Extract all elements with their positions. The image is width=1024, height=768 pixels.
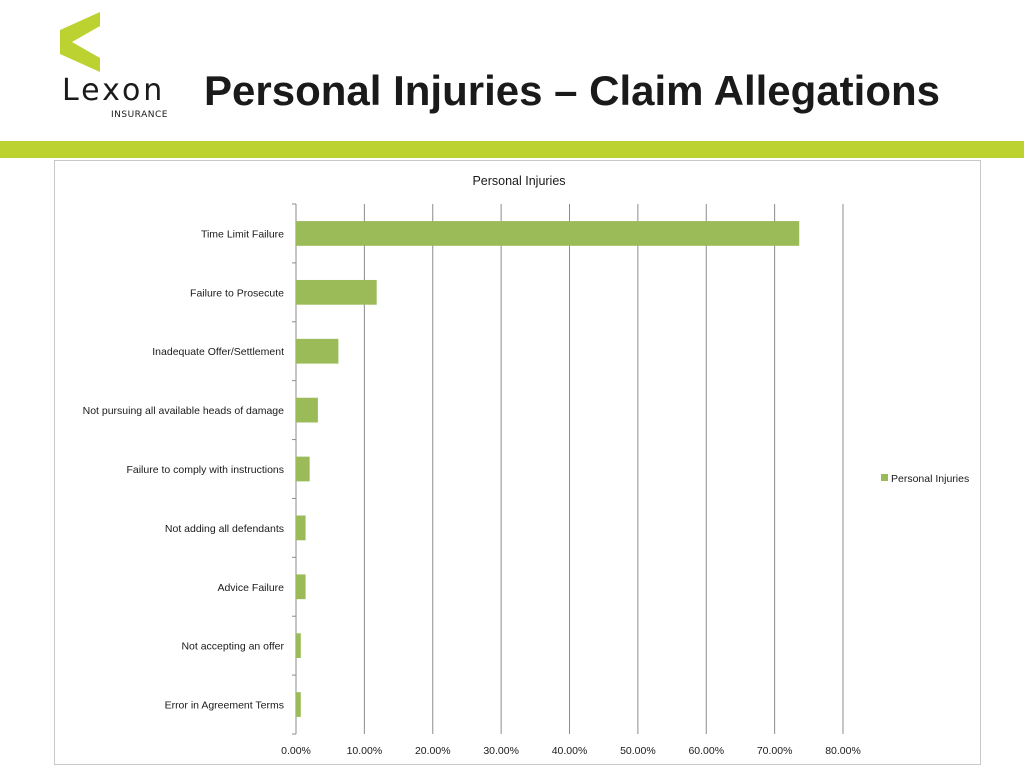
chart-frame: Personal Injuries Time Limit Failure Fail… xyxy=(54,160,981,765)
gridlines xyxy=(363,204,844,734)
bar xyxy=(296,397,318,423)
bar xyxy=(296,279,377,305)
x-tick-label: 20.00% xyxy=(415,745,451,757)
x-tick-label: 30.00% xyxy=(483,745,519,757)
bar xyxy=(296,221,800,246)
category-label: Not accepting an offer xyxy=(181,641,284,653)
bar-chart: Personal Injuries Time Limit Failure Fail… xyxy=(83,174,970,757)
legend-label: Personal Injuries xyxy=(891,473,969,485)
bar xyxy=(296,633,301,659)
lexon-logo-chevron-icon xyxy=(60,12,100,72)
legend: Personal Injuries xyxy=(881,473,969,485)
axes xyxy=(292,203,297,735)
legend-swatch xyxy=(881,474,888,481)
x-tick-labels: 0.00% 10.00% 20.00% 30.00% 40.00% 50.00% 60.00… xyxy=(281,745,861,757)
category-label: Failure to comply with instructions xyxy=(126,464,284,476)
category-label: Error in Agreement Terms xyxy=(165,700,284,712)
bar xyxy=(296,574,306,600)
chart-title: Personal Injuries xyxy=(472,174,565,188)
slide-title: Personal Injuries – Claim Allegations xyxy=(204,67,941,114)
category-label: Not pursuing all available heads of dama… xyxy=(83,405,285,417)
accent-divider xyxy=(0,141,1024,158)
bar xyxy=(296,338,339,364)
bars xyxy=(296,221,800,717)
x-tick-label: 50.00% xyxy=(620,745,656,757)
category-labels: Time Limit Failure Failure to Prosecute In… xyxy=(83,228,285,711)
category-label: Not adding all defendants xyxy=(165,523,284,535)
category-label: Time Limit Failure xyxy=(201,228,284,240)
category-label: Advice Failure xyxy=(217,582,284,594)
category-label: Inadequate Offer/Settlement xyxy=(152,346,284,358)
logo-subtitle: INSURANCE xyxy=(111,110,168,120)
bar xyxy=(296,515,306,541)
logo-wordmark: Lexon xyxy=(62,73,166,108)
category-label: Failure to Prosecute xyxy=(190,287,284,299)
x-tick-label: 40.00% xyxy=(552,745,588,757)
x-tick-label: 60.00% xyxy=(688,745,724,757)
bar xyxy=(296,456,310,482)
x-tick-label: 10.00% xyxy=(347,745,383,757)
x-tick-label: 0.00% xyxy=(281,745,311,757)
bar xyxy=(296,692,301,717)
x-tick-label: 80.00% xyxy=(825,745,861,757)
x-tick-label: 70.00% xyxy=(757,745,793,757)
